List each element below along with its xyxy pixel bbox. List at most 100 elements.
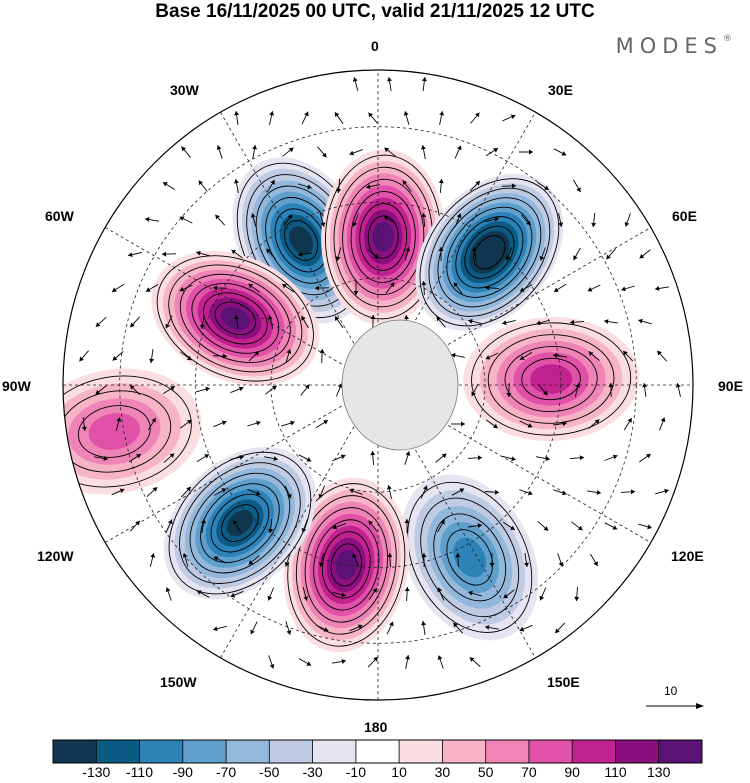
wind-arrow bbox=[387, 552, 393, 568]
wind-arrow bbox=[574, 383, 581, 397]
modes-logo: MODES® bbox=[616, 34, 732, 58]
wind-arrow bbox=[367, 656, 379, 668]
wind-arrow bbox=[349, 149, 363, 156]
wind-arrow bbox=[505, 247, 512, 261]
wind-arrow bbox=[300, 384, 310, 396]
colorbar-swatch bbox=[658, 740, 703, 763]
wind-arrow bbox=[368, 112, 378, 124]
wind-arrow bbox=[573, 179, 581, 193]
wind-arrow bbox=[485, 352, 499, 360]
anomaly-center-4 bbox=[401, 474, 539, 641]
wind-arrow bbox=[349, 488, 363, 495]
wind-arrow bbox=[437, 519, 445, 533]
wind-arrow bbox=[179, 216, 193, 224]
geopotential-isoline bbox=[63, 390, 172, 473]
wind-arrow bbox=[265, 385, 277, 395]
wind-arrow bbox=[234, 111, 240, 125]
wind-arrow bbox=[519, 149, 533, 155]
wind-arrow bbox=[452, 622, 464, 634]
wind-arrow bbox=[486, 419, 498, 429]
wind-arrow bbox=[536, 456, 550, 461]
lon-label-150e: 150E bbox=[547, 674, 580, 690]
wind-arrow bbox=[524, 553, 529, 567]
wind-arrow bbox=[198, 180, 208, 192]
wind-arrow bbox=[421, 621, 427, 635]
wind-arrow bbox=[468, 318, 482, 325]
geopotential-isoline bbox=[419, 178, 560, 327]
geopotential-isoline bbox=[433, 513, 507, 602]
wind-arrow bbox=[112, 351, 124, 361]
geopotential-isoline bbox=[420, 497, 520, 618]
geopotential-isoline bbox=[179, 462, 301, 584]
wind-arrow bbox=[554, 622, 566, 634]
wind-arrow bbox=[557, 553, 564, 567]
wind-arrow bbox=[128, 252, 142, 258]
wind-arrow bbox=[639, 453, 651, 463]
wind-arrow bbox=[587, 490, 601, 495]
colorbar-tick-label: -30 bbox=[302, 764, 323, 780]
wind-arrow bbox=[165, 315, 173, 329]
geopotential-isoline bbox=[464, 225, 515, 279]
wind-arrow bbox=[638, 318, 652, 325]
wind-arrow bbox=[315, 624, 329, 632]
wind-arrow bbox=[353, 281, 359, 295]
anomaly-contour bbox=[289, 226, 313, 255]
wind-arrow bbox=[214, 214, 226, 226]
wind-arrow bbox=[146, 486, 158, 498]
lon-label-0: 0 bbox=[371, 38, 379, 54]
wind-arrow bbox=[149, 553, 156, 567]
colorbar-swatch bbox=[615, 740, 660, 763]
wind-arrow bbox=[608, 382, 614, 398]
colorbar-swatch bbox=[312, 740, 357, 763]
colorbar bbox=[52, 739, 703, 764]
wind-arrow bbox=[455, 552, 461, 568]
colorbar-swatch bbox=[528, 740, 573, 763]
wind-arrow bbox=[247, 420, 261, 427]
geopotential-isoline bbox=[156, 255, 314, 382]
wind-arrow bbox=[370, 314, 376, 330]
wind-arrow bbox=[368, 520, 378, 532]
geopotential-isoline bbox=[202, 292, 268, 345]
colorbar-swatch bbox=[399, 740, 443, 763]
geopotential-isoline bbox=[350, 191, 416, 283]
wind-arrow bbox=[467, 455, 483, 461]
lon-label-90e: 90E bbox=[718, 378, 743, 394]
wind-arrow bbox=[502, 319, 516, 326]
wind-arrow bbox=[471, 383, 479, 397]
wind-arrow bbox=[234, 179, 239, 193]
wind-arrow bbox=[162, 181, 176, 191]
wind-arrow bbox=[404, 247, 411, 261]
wind-arrow bbox=[502, 114, 516, 122]
wind-arrow bbox=[675, 383, 681, 397]
geopotential-isoline bbox=[359, 203, 408, 271]
lon-label-60e: 60E bbox=[672, 208, 697, 224]
wind-arrow bbox=[267, 587, 275, 601]
wind-arrow bbox=[451, 488, 465, 496]
wind-arrow bbox=[536, 181, 550, 191]
wind-arrow bbox=[268, 655, 275, 669]
wind-arrow bbox=[79, 350, 89, 362]
wind-arrow bbox=[553, 489, 567, 496]
wind-arrow bbox=[659, 417, 666, 431]
wind-arrow bbox=[285, 349, 292, 363]
wind-arrow bbox=[315, 419, 329, 429]
colorbar-tick-label: 110 bbox=[604, 764, 627, 780]
wind-arrow bbox=[248, 555, 260, 565]
wind-arrow bbox=[604, 454, 618, 461]
wind-arrow bbox=[642, 383, 648, 397]
wind-arrow bbox=[472, 247, 477, 261]
anomaly-center-1 bbox=[321, 149, 446, 325]
wind-arrow bbox=[284, 485, 292, 499]
wind-arrow bbox=[501, 183, 517, 189]
colorbar-swatch bbox=[226, 740, 270, 763]
wind-arrow bbox=[370, 450, 376, 466]
wind-arrow bbox=[503, 589, 515, 599]
wind-arrow bbox=[553, 421, 567, 427]
colorbar-swatch bbox=[485, 740, 530, 763]
wind-arrow bbox=[201, 519, 206, 533]
wind-arrow bbox=[553, 283, 567, 293]
wind-arrow bbox=[352, 77, 359, 91]
wind-arrow bbox=[196, 590, 210, 598]
wind-arrow bbox=[453, 282, 463, 294]
